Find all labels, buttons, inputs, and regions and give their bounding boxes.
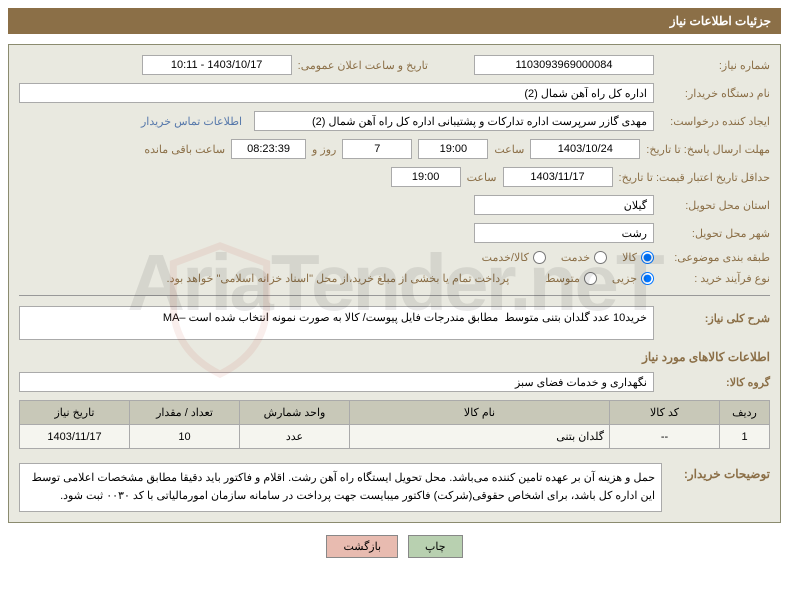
- label-desc-title: شرح کلی نیاز:: [660, 306, 770, 325]
- row-deadline: مهلت ارسال پاسخ: تا تاریخ: ساعت روز و سا…: [19, 139, 770, 159]
- label-min-validity: حداقل تاریخ اعتبار قیمت: تا تاریخ:: [619, 171, 770, 184]
- td-qty: 10: [130, 425, 240, 449]
- label-requester: ایجاد کننده درخواست:: [660, 115, 770, 128]
- field-need-number[interactable]: [474, 55, 654, 75]
- radio-partial[interactable]: [641, 272, 654, 285]
- label-delivery-province: استان محل تحویل:: [660, 199, 770, 212]
- td-row: 1: [720, 425, 770, 449]
- radio-group-category: کالا خدمت کالا/خدمت: [482, 251, 654, 264]
- main-panel: شماره نیاز: تاریخ و ساعت اعلان عمومی: نا…: [8, 44, 781, 523]
- label-need-number: شماره نیاز:: [660, 59, 770, 72]
- label-delivery-city: شهر محل تحویل:: [660, 227, 770, 240]
- row-goods-group: گروه کالا:: [19, 372, 770, 392]
- row-desc-title: شرح کلی نیاز:: [19, 306, 770, 340]
- radio-item-medium[interactable]: متوسط: [545, 272, 597, 285]
- payment-note: پرداخت تمام یا بخشی از مبلغ خرید،از محل …: [167, 272, 510, 285]
- section-title-goods: اطلاعات کالاهای مورد نیاز: [19, 350, 770, 364]
- label-time-remaining: ساعت باقی مانده: [144, 143, 225, 156]
- label-time2: ساعت: [467, 171, 497, 184]
- radio-goods[interactable]: [641, 251, 654, 264]
- page-header: جزئیات اطلاعات نیاز: [8, 8, 781, 34]
- field-min-validity-date[interactable]: [503, 167, 613, 187]
- button-row: چاپ بازگشت: [8, 535, 781, 558]
- radio-label-both: کالا/خدمت: [482, 251, 529, 264]
- label-goods-group: گروه کالا:: [660, 376, 770, 389]
- radio-item-service[interactable]: خدمت: [561, 251, 607, 264]
- field-requester[interactable]: [254, 111, 654, 131]
- radio-label-medium: متوسط: [545, 272, 580, 285]
- field-time-remaining: [231, 139, 306, 159]
- row-requester: ایجاد کننده درخواست: اطلاعات تماس خریدار: [19, 111, 770, 131]
- table-row: 1 -- گلدان بتنی عدد 10 1403/11/17: [20, 425, 770, 449]
- th-row: ردیف: [720, 401, 770, 425]
- field-buyer-desc: حمل و هزینه آن بر عهده تامین کننده می‌با…: [19, 463, 662, 512]
- td-date: 1403/11/17: [20, 425, 130, 449]
- divider-1: [19, 295, 770, 296]
- row-need-number: شماره نیاز: تاریخ و ساعت اعلان عمومی:: [19, 55, 770, 75]
- th-name: نام کالا: [350, 401, 610, 425]
- field-buyer-org[interactable]: [19, 83, 654, 103]
- field-desc-title[interactable]: [19, 306, 654, 340]
- label-buyer-org: نام دستگاه خریدار:: [660, 87, 770, 100]
- radio-group-process: جزیی متوسط: [545, 272, 654, 285]
- radio-item-goods[interactable]: کالا: [622, 251, 654, 264]
- radio-label-goods: کالا: [622, 251, 637, 264]
- radio-item-partial[interactable]: جزیی: [612, 272, 654, 285]
- label-buyer-desc: توضیحات خریدار:: [670, 457, 770, 481]
- back-button[interactable]: بازگشت: [326, 535, 398, 558]
- field-days-remaining: [342, 139, 412, 159]
- label-deadline: مهلت ارسال پاسخ: تا تاریخ:: [646, 143, 770, 156]
- td-code: --: [610, 425, 720, 449]
- th-code: کد کالا: [610, 401, 720, 425]
- goods-table: ردیف کد کالا نام کالا واحد شمارش تعداد /…: [19, 400, 770, 449]
- row-buyer-desc: توضیحات خریدار: حمل و هزینه آن بر عهده ت…: [19, 457, 770, 512]
- field-delivery-city[interactable]: [474, 223, 654, 243]
- field-min-validity-time[interactable]: [391, 167, 461, 187]
- td-name: گلدان بتنی: [350, 425, 610, 449]
- th-qty: تعداد / مقدار: [130, 401, 240, 425]
- field-delivery-province[interactable]: [474, 195, 654, 215]
- label-process: نوع فرآیند خرید :: [660, 272, 770, 285]
- row-delivery-city: شهر محل تحویل:: [19, 223, 770, 243]
- field-deadline-date[interactable]: [530, 139, 640, 159]
- field-announce-date[interactable]: [142, 55, 292, 75]
- field-goods-group[interactable]: [19, 372, 654, 392]
- radio-label-partial: جزیی: [612, 272, 637, 285]
- radio-both[interactable]: [533, 251, 546, 264]
- label-days-and: روز و: [312, 143, 336, 156]
- link-contact-buyer[interactable]: اطلاعات تماس خریدار: [141, 115, 242, 128]
- th-unit: واحد شمارش: [240, 401, 350, 425]
- row-process: نوع فرآیند خرید : جزیی متوسط پرداخت تمام…: [19, 272, 770, 285]
- radio-service[interactable]: [594, 251, 607, 264]
- label-time1: ساعت: [494, 143, 524, 156]
- print-button[interactable]: چاپ: [408, 535, 463, 558]
- label-announce-date: تاریخ و ساعت اعلان عمومی:: [298, 59, 428, 72]
- field-deadline-time[interactable]: [418, 139, 488, 159]
- row-delivery-province: استان محل تحویل:: [19, 195, 770, 215]
- page-title: جزئیات اطلاعات نیاز: [670, 14, 771, 28]
- radio-medium[interactable]: [584, 272, 597, 285]
- label-category: طبقه بندی موضوعی:: [660, 251, 770, 264]
- row-min-validity: حداقل تاریخ اعتبار قیمت: تا تاریخ: ساعت: [19, 167, 770, 187]
- td-unit: عدد: [240, 425, 350, 449]
- row-category: طبقه بندی موضوعی: کالا خدمت کالا/خدمت: [19, 251, 770, 264]
- radio-label-service: خدمت: [561, 251, 590, 264]
- row-buyer-org: نام دستگاه خریدار:: [19, 83, 770, 103]
- table-header-row: ردیف کد کالا نام کالا واحد شمارش تعداد /…: [20, 401, 770, 425]
- radio-item-both[interactable]: کالا/خدمت: [482, 251, 546, 264]
- th-date: تاریخ نیاز: [20, 401, 130, 425]
